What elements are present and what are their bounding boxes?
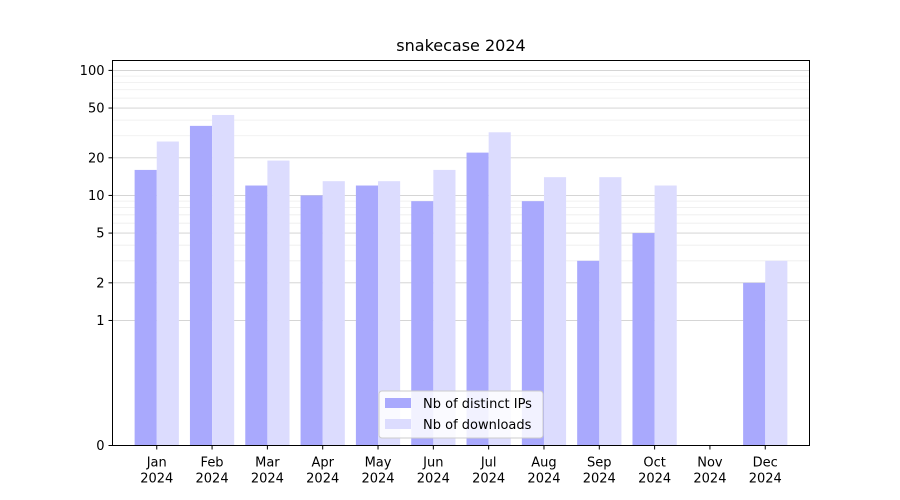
x-tick-month: Apr xyxy=(311,456,334,471)
bar-distinct-ips-aug xyxy=(521,201,544,446)
bar-downloads-feb xyxy=(212,114,235,446)
x-tick-year: 2024 xyxy=(196,472,229,487)
bar-downloads-jun xyxy=(433,169,456,446)
bar-distinct-ips-dec xyxy=(743,282,766,446)
bar-downloads-jan xyxy=(156,141,179,446)
legend-swatch-distinct-ips xyxy=(385,398,411,408)
x-tick-month: May xyxy=(365,456,392,471)
x-tick-label: Aug 2024 xyxy=(527,456,560,487)
x-tick-year: 2024 xyxy=(251,472,284,487)
x-tick-label: May 2024 xyxy=(361,456,394,487)
x-tick-year: 2024 xyxy=(638,472,671,487)
x-tick-year: 2024 xyxy=(583,472,616,487)
x-tick-year: 2024 xyxy=(417,472,450,487)
x-tick-month: Oct xyxy=(643,456,665,471)
x-tick-month: Jul xyxy=(480,456,497,471)
y-tick-label: 1 xyxy=(96,314,104,329)
y-tick-label: 0 xyxy=(96,439,104,454)
bar-distinct-ips-feb xyxy=(189,125,213,446)
x-tick-year: 2024 xyxy=(361,472,394,487)
x-tick-label: Oct 2024 xyxy=(638,456,671,487)
bar-distinct-ips-oct xyxy=(632,233,655,446)
bar-distinct-ips-may xyxy=(355,185,379,446)
bar-downloads-oct xyxy=(654,185,677,446)
x-tick-month: Aug xyxy=(531,456,556,471)
bar-distinct-ips-mar xyxy=(245,185,268,446)
bar-downloads-jul xyxy=(488,132,511,446)
y-tick-label: 50 xyxy=(88,102,105,117)
x-tick-year: 2024 xyxy=(693,472,726,487)
x-tick-label: Dec 2024 xyxy=(749,456,782,487)
legend-swatch-downloads xyxy=(385,419,411,429)
y-axis: 0 1 2 5 10 20 50 100 xyxy=(80,64,113,454)
x-tick-label: Feb 2024 xyxy=(196,456,229,487)
y-tick-label: 5 xyxy=(96,227,104,242)
legend-label-distinct-ips: Nb of distinct IPs xyxy=(423,397,532,412)
x-tick-month: Jun xyxy=(422,456,443,471)
x-tick-month: Mar xyxy=(255,456,280,471)
x-tick-year: 2024 xyxy=(306,472,339,487)
y-tick-label: 20 xyxy=(88,151,105,166)
bar-downloads-apr xyxy=(322,181,345,446)
y-tick-label: 2 xyxy=(96,276,104,291)
bar-downloads-may xyxy=(378,181,401,446)
x-tick-label: Mar 2024 xyxy=(251,456,284,487)
x-tick-month: Dec xyxy=(753,456,778,471)
bar-downloads-dec xyxy=(765,260,788,446)
y-tick-label: 10 xyxy=(88,189,105,204)
x-tick-month: Nov xyxy=(697,456,723,471)
bar-distinct-ips-apr xyxy=(300,195,323,446)
x-tick-label: Jun 2024 xyxy=(417,456,450,487)
bar-downloads-sep xyxy=(599,177,622,446)
bar-distinct-ips-jul xyxy=(466,152,489,446)
legend-label-downloads: Nb of downloads xyxy=(423,418,532,433)
x-tick-year: 2024 xyxy=(527,472,560,487)
bar-downloads-mar xyxy=(267,160,290,446)
x-tick-year: 2024 xyxy=(140,472,173,487)
bar-distinct-ips-sep xyxy=(577,260,600,446)
x-tick-label: Apr 2024 xyxy=(306,456,339,487)
x-tick-label: Jul 2024 xyxy=(472,456,505,487)
bar-downloads-aug xyxy=(543,177,567,446)
y-tick-label: 100 xyxy=(80,64,105,79)
x-tick-month: Sep xyxy=(587,456,612,471)
x-tick-label: Sep 2024 xyxy=(583,456,616,487)
x-tick-month: Jan xyxy=(146,456,167,471)
x-tick-label: Jan 2024 xyxy=(140,456,173,487)
bars-layer xyxy=(134,114,788,446)
x-tick-year: 2024 xyxy=(472,472,505,487)
bar-distinct-ips-jun xyxy=(411,201,434,446)
chart-title: snakecase 2024 xyxy=(396,36,525,55)
x-tick-year: 2024 xyxy=(749,472,782,487)
x-tick-label: Nov 2024 xyxy=(693,456,726,487)
bar-distinct-ips-jan xyxy=(134,169,157,446)
x-tick-month: Feb xyxy=(201,456,224,471)
legend: Nb of distinct IPs Nb of downloads xyxy=(378,390,544,439)
legend-frame xyxy=(378,390,544,439)
plot-frame xyxy=(112,60,810,446)
